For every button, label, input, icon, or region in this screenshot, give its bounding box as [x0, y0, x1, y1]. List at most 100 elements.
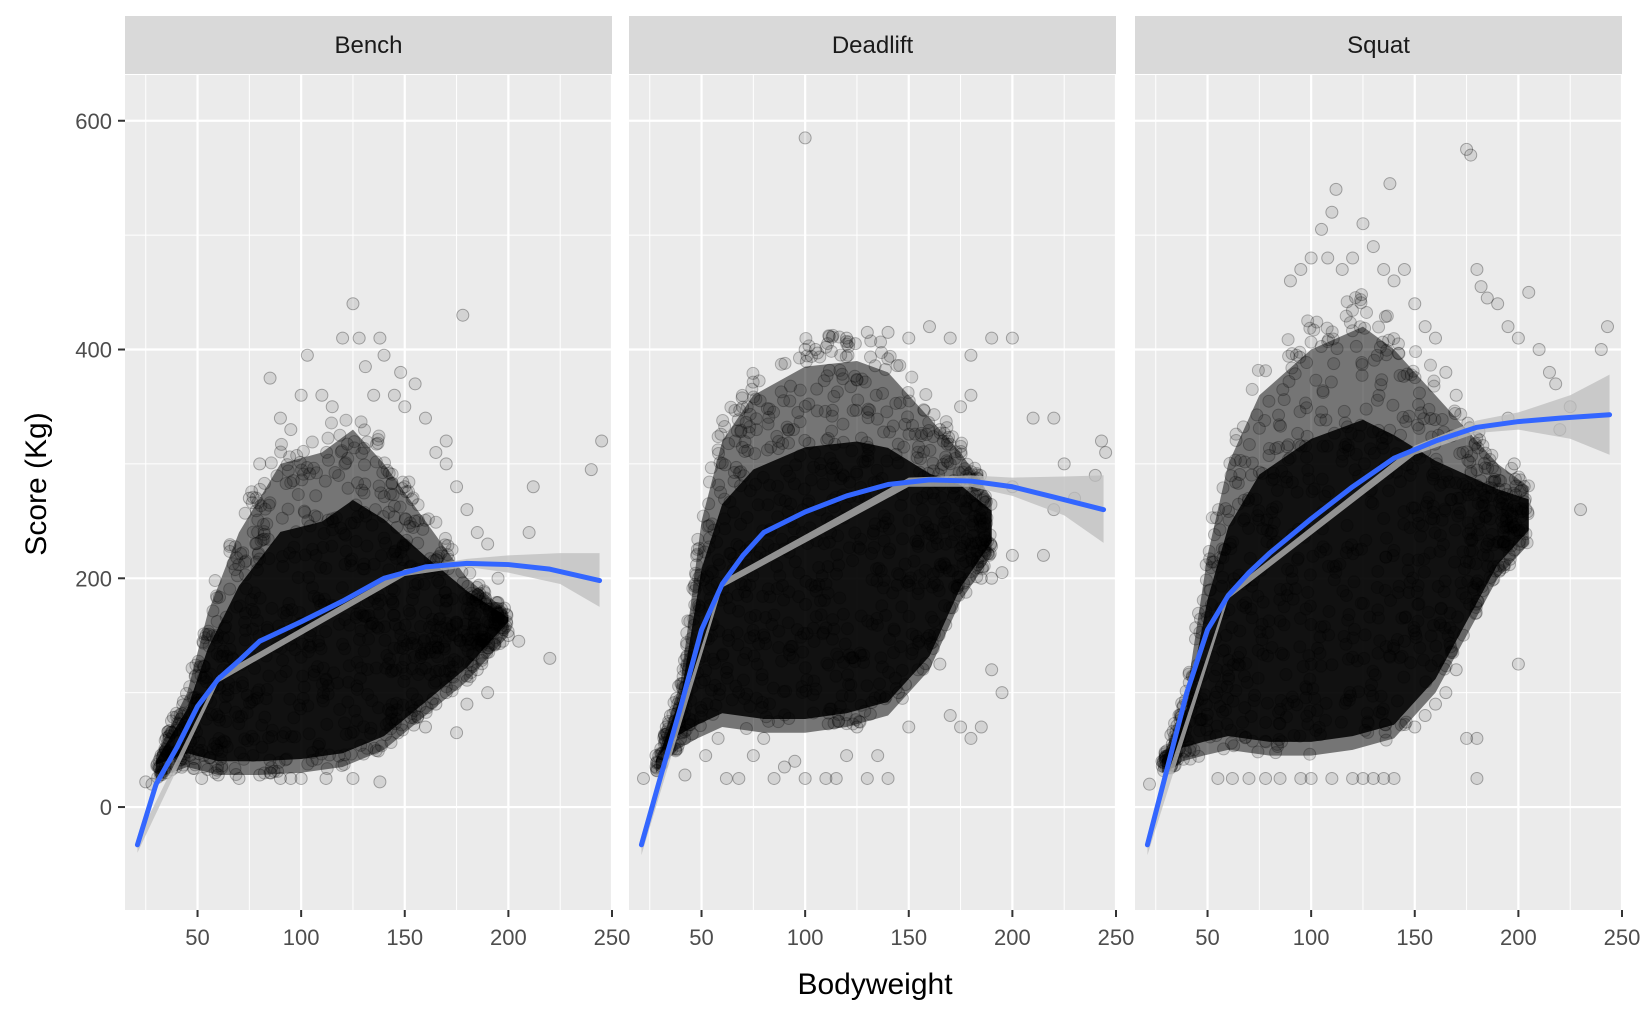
- scatter-point: [1501, 502, 1515, 516]
- scatter-point: [866, 527, 880, 541]
- scatter-point: [977, 540, 991, 554]
- scatter-point: [365, 617, 379, 631]
- scatter-point: [717, 512, 731, 526]
- scatter-point: [371, 432, 385, 446]
- scatter-point: [910, 492, 924, 506]
- scatter-point: [711, 731, 725, 745]
- scatter-point: [983, 547, 997, 561]
- scatter-point: [914, 426, 928, 440]
- scatter-point: [1460, 445, 1474, 459]
- scatter-point: [478, 586, 492, 600]
- scatter-point: [911, 537, 925, 551]
- scatter-point: [925, 580, 939, 594]
- scatter-point: [746, 623, 760, 637]
- scatter-point: [223, 544, 237, 558]
- scatter-point: [265, 723, 279, 737]
- scatter-point: [1358, 628, 1372, 642]
- scatter-point: [499, 619, 513, 633]
- scatter-point: [461, 644, 475, 658]
- scatter-point: [369, 744, 383, 758]
- scatter-point: [1330, 342, 1344, 356]
- scatter-point: [973, 520, 987, 534]
- scatter-point: [1327, 426, 1341, 440]
- scatter-point: [857, 648, 871, 662]
- scatter-point: [354, 415, 368, 429]
- scatter-point: [270, 469, 284, 483]
- scatter-point: [965, 541, 979, 555]
- scatter-point: [812, 577, 826, 591]
- scatter-point: [382, 657, 396, 671]
- scatter-point: [954, 548, 968, 562]
- scatter-point: [749, 412, 763, 426]
- scatter-point: [722, 437, 736, 451]
- scatter-point: [196, 635, 210, 649]
- scatter-point: [1255, 617, 1269, 631]
- scatter-point: [734, 423, 748, 437]
- scatter-point: [849, 403, 863, 417]
- scatter-point: [242, 491, 256, 505]
- scatter-point: [767, 405, 781, 419]
- scatter-point: [221, 683, 235, 697]
- scatter-point: [861, 454, 875, 468]
- scatter-point: [1480, 537, 1494, 551]
- scatter-point: [377, 490, 391, 504]
- scatter-point: [1463, 544, 1477, 558]
- scatter-point: [321, 679, 335, 693]
- scatter-point: [1476, 438, 1490, 452]
- scatter-point: [1474, 474, 1488, 488]
- scatter-point: [407, 704, 421, 718]
- scatter-point: [354, 624, 368, 638]
- scatter-point: [1516, 535, 1530, 549]
- scatter-point: [901, 386, 915, 400]
- scatter-point: [1436, 538, 1450, 552]
- scatter-point: [781, 616, 795, 630]
- scatter-point: [1339, 437, 1353, 451]
- scatter-point: [374, 486, 388, 500]
- scatter-point: [429, 445, 443, 459]
- scatter-point: [1339, 309, 1353, 323]
- scatter-point: [253, 591, 267, 605]
- scatter-point: [257, 532, 271, 546]
- scatter-point: [371, 621, 385, 635]
- scatter-point: [1193, 612, 1207, 626]
- scatter-point: [848, 369, 862, 383]
- scatter-point: [407, 650, 421, 664]
- scatter-point: [945, 601, 959, 615]
- scatter-point: [787, 522, 801, 536]
- scatter-point: [340, 437, 354, 451]
- scatter-point: [680, 626, 694, 640]
- scatter-point: [1408, 720, 1422, 734]
- scatter-point: [1393, 475, 1407, 489]
- scatter-point: [257, 476, 271, 490]
- scatter-point: [400, 533, 414, 547]
- scatter-point: [760, 402, 774, 416]
- scatter-point: [1346, 324, 1360, 338]
- scatter-point: [183, 680, 197, 694]
- scatter-point: [973, 508, 987, 522]
- scatter-point: [1422, 402, 1436, 416]
- scatter-point: [370, 620, 384, 634]
- scatter-point: [377, 531, 391, 545]
- scatter-point: [715, 456, 729, 470]
- scatter-point: [759, 637, 773, 651]
- scatter-point: [445, 684, 459, 698]
- scatter-point: [309, 489, 323, 503]
- scatter-point: [1204, 583, 1218, 597]
- scatter-point: [1485, 460, 1499, 474]
- scatter-point: [787, 477, 801, 491]
- scatter-point: [1447, 625, 1461, 639]
- scatter-point: [1326, 332, 1340, 346]
- scatter-point: [771, 510, 785, 524]
- scatter-point: [336, 637, 350, 651]
- scatter-point: [196, 671, 210, 685]
- scatter-point: [1498, 535, 1512, 549]
- scatter-point: [250, 613, 264, 627]
- scatter-point: [743, 420, 757, 434]
- scatter-point: [1459, 555, 1473, 569]
- scatter-point: [738, 435, 752, 449]
- scatter-point: [763, 590, 777, 604]
- scatter-point: [1193, 713, 1207, 727]
- x-tick-label: 250: [594, 925, 631, 950]
- scatter-point: [1431, 654, 1445, 668]
- scatter-point: [206, 629, 220, 643]
